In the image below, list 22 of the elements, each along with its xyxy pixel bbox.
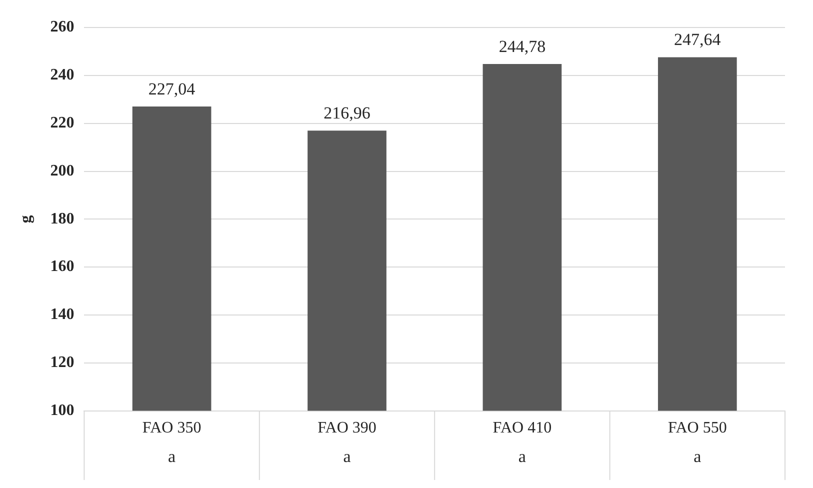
- y-tick-label: 140: [50, 306, 74, 324]
- text: a: [518, 446, 526, 466]
- data-label: 247,64: [674, 30, 722, 50]
- y-tick-label: 220: [50, 114, 74, 132]
- y-tick-label: 180: [50, 210, 74, 228]
- x-tick-label: FAO 390: [318, 420, 376, 437]
- y-tick-label: 260: [50, 18, 74, 36]
- x-tick-label: FAO 550: [668, 420, 727, 437]
- x-tick-label: FAO 410: [492, 420, 552, 437]
- y-tick-label: 100: [50, 402, 74, 419]
- y-tick-label: 200: [50, 162, 74, 180]
- data-label: 244,78: [498, 37, 546, 56]
- y-axis-title: g: [18, 215, 35, 224]
- text: a: [343, 446, 352, 466]
- text: a: [168, 446, 176, 466]
- x-tick-label: FAO 350: [142, 420, 202, 437]
- y-tick-label: 120: [50, 354, 74, 372]
- data-label: 216,96: [324, 104, 370, 123]
- y-tick-label: 240: [50, 66, 74, 84]
- text: a: [694, 446, 702, 466]
- data-label: 227,04: [148, 80, 196, 99]
- y-tick-label: 160: [50, 258, 74, 276]
